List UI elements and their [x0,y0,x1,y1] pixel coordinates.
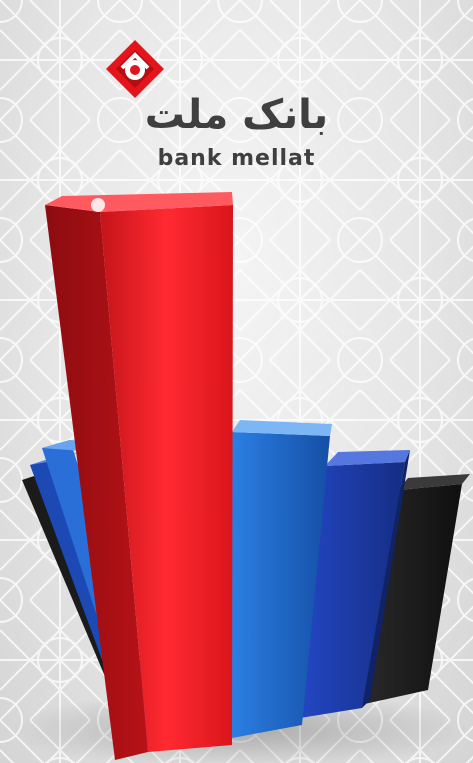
bank-logo: بانک ملت bank mellat [0,0,473,180]
bar-navy-side [362,450,410,708]
bar-navy-top [325,450,410,466]
bar-red-side [45,205,148,760]
bar-navy-front [300,462,405,718]
brand-name-persian: بانک ملت [144,92,329,138]
bank-mellat-emblem-icon [106,40,164,98]
bar-black-right-front [360,484,462,705]
bar-red-front [100,205,233,752]
brand-name-english: bank mellat [157,146,316,171]
bar-blue-front [232,432,330,738]
bar-blue-top [232,420,332,436]
bar-black-right-top [398,474,470,490]
bar-red-highlight [91,198,105,212]
